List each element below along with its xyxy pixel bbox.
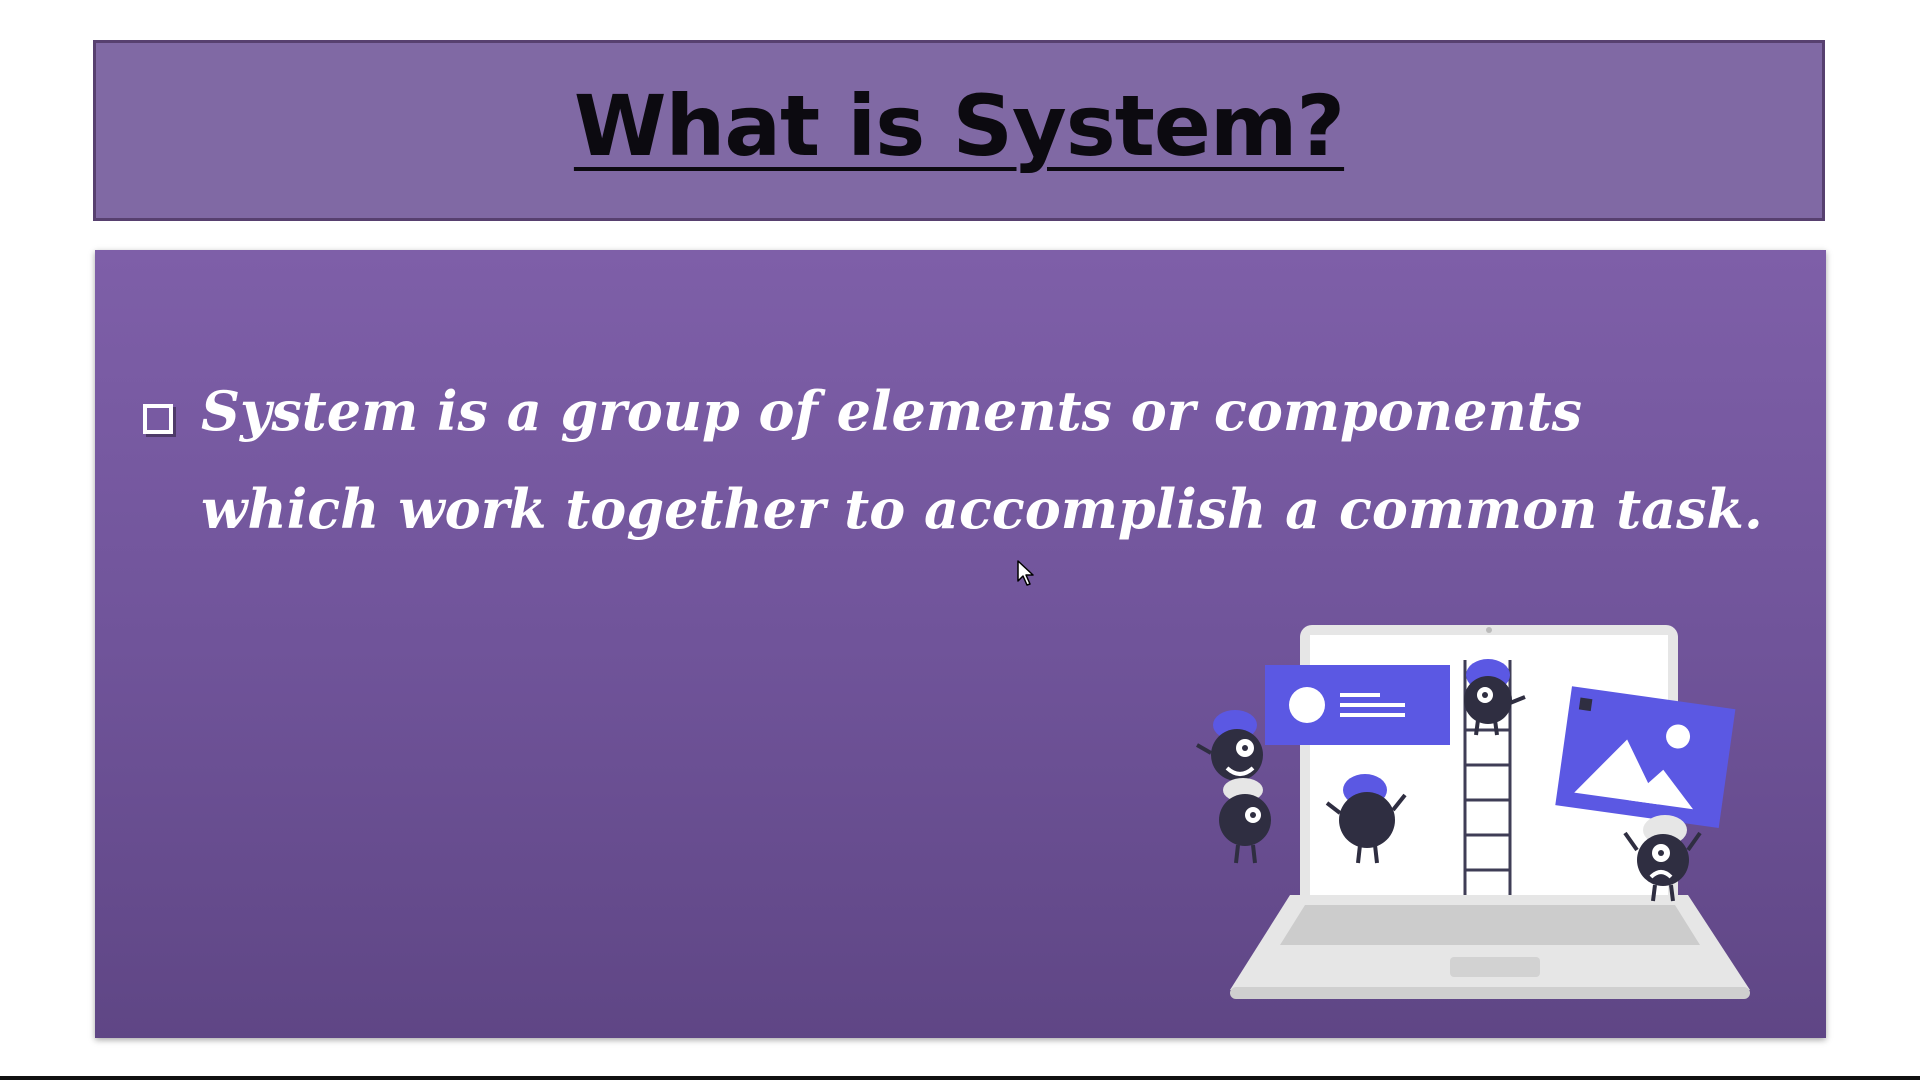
slide-content-box: System is a group of elements or compone… bbox=[95, 250, 1826, 1038]
checkbox-square-icon bbox=[143, 404, 173, 434]
slide-title-box: What is System? bbox=[93, 40, 1825, 221]
slide-title: What is System? bbox=[573, 76, 1345, 175]
creature-right bbox=[1623, 815, 1702, 902]
creature-stack bbox=[1196, 710, 1271, 864]
team-building-illustration bbox=[1196, 625, 1750, 999]
text-card-avatar bbox=[1289, 687, 1325, 723]
text-card-line-2 bbox=[1340, 703, 1405, 707]
laptop-keyboard bbox=[1280, 905, 1700, 945]
text-card-line-1 bbox=[1340, 693, 1380, 697]
text-card-line-3 bbox=[1340, 713, 1405, 717]
mouse-pointer-icon bbox=[1017, 560, 1034, 586]
creature-middle bbox=[1325, 774, 1407, 864]
image-card bbox=[1555, 686, 1736, 829]
laptop-camera bbox=[1486, 627, 1492, 633]
laptop-trackpad bbox=[1450, 957, 1540, 977]
bullet-text: System is a group of elements or compone… bbox=[201, 379, 1763, 541]
ladder bbox=[1463, 660, 1512, 895]
bullet-item: System is a group of elements or compone… bbox=[143, 379, 1763, 558]
bottom-edge-bar bbox=[0, 1076, 1920, 1080]
laptop-base-edge bbox=[1230, 987, 1750, 999]
creature-ladder bbox=[1464, 659, 1526, 736]
